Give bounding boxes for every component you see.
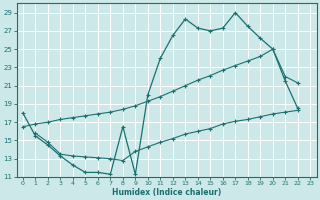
X-axis label: Humidex (Indice chaleur): Humidex (Indice chaleur) [112,188,221,197]
